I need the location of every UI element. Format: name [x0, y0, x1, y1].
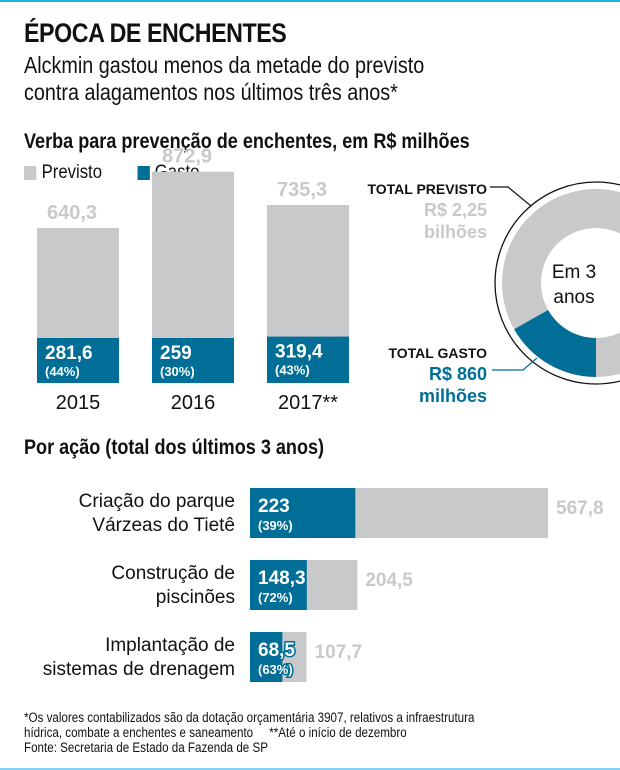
source: Fonte: Secretaria de Estado da Fazenda d… [24, 740, 268, 755]
hbar-gasto [250, 488, 356, 538]
hbar-gasto-pct: (39%) [258, 518, 293, 533]
label-previsto: 640,3 [47, 202, 97, 224]
footnote-line-2: hídrica, combate a enchentes e saneament… [24, 725, 407, 740]
footnote: *Os valores contabilizados são da dotaçã… [24, 710, 474, 755]
category-label: Construção de [111, 563, 235, 584]
donut-center-label: Em 3 [552, 262, 596, 283]
leader-line-gasto [492, 357, 538, 371]
category-label: sistemas de drenagem [43, 659, 235, 680]
donut-value-previsto-unit: bilhões [424, 222, 487, 242]
label-previsto: 735,3 [277, 179, 327, 201]
bar-gasto-2016 [152, 338, 234, 383]
legend-label-previsto: Previsto [41, 162, 103, 183]
hbar-previsto-label: 107,7 [315, 642, 363, 663]
label-previsto: 872,9 [162, 146, 212, 168]
hbar-gasto-label: 223 [258, 496, 290, 517]
donut-outline [494, 181, 620, 385]
label-gasto-pct: (44%) [45, 364, 80, 379]
bar-gasto-2017 [267, 336, 349, 383]
hbar-gasto [250, 560, 307, 610]
legend-swatch-previsto [24, 166, 37, 180]
label-gasto-pct: (43%) [275, 363, 310, 378]
x-tick-label: 2015 [56, 392, 101, 414]
donut-label-total-previsto: TOTAL PREVISTO [367, 181, 487, 197]
hbar-gasto-pct: (63%) [258, 662, 293, 677]
label-gasto: 281,6 [45, 343, 93, 364]
bar-gasto-2015 [37, 338, 119, 383]
yearly-chart-title: Verba para prevenção de enchentes, em R$… [24, 130, 470, 153]
leader-line-previsto [490, 186, 532, 207]
subtitle-line-1: Alckmin gastou menos da metade do previs… [24, 52, 425, 78]
donut-slice-gasto [514, 310, 596, 377]
subtitle: Alckmin gastou menos da metade do previs… [24, 52, 424, 106]
action-chart-title: Por ação (total dos últimos 3 anos) [24, 436, 325, 459]
footnote-line-1: *Os valores contabilizados são da dotaçã… [24, 710, 475, 725]
label-gasto: 319,4 [275, 342, 323, 363]
donut-center-label: anos [553, 287, 594, 308]
legend-swatch-gasto [137, 166, 150, 180]
donut-label-total-gasto: TOTAL GASTO [388, 345, 487, 361]
donut-value-previsto: R$ 2,25 [424, 200, 487, 220]
x-tick-label: 2016 [171, 392, 216, 414]
hbar-gasto-label: 148,3 [258, 568, 306, 589]
hbar-gasto [250, 632, 283, 682]
bottom-accent-line [0, 768, 620, 770]
category-label: Criação do parque [79, 491, 235, 512]
page-title: ÉPOCA DE ENCHENTES [24, 18, 287, 48]
donut-value-gasto-unit: milhões [419, 386, 487, 406]
label-gasto-pct: (30%) [160, 364, 195, 379]
subtitle-line-2: contra alagamentos nos últimos três anos… [24, 79, 398, 105]
x-tick-label: 2017** [278, 392, 338, 414]
top-accent-line [0, 0, 620, 2]
category-label: Várzeas do Tietê [92, 515, 235, 536]
hbar-gasto-pct: (72%) [258, 590, 293, 605]
hbar-previsto-label: 204,5 [365, 570, 413, 591]
category-label: piscinões [156, 587, 235, 608]
hbar-previsto-label: 567,8 [556, 498, 604, 519]
category-label: Implantação de [105, 635, 235, 656]
hbar-gasto-label: 68,5 [258, 640, 295, 661]
label-gasto: 259 [160, 343, 192, 364]
donut-value-gasto: R$ 860 [429, 364, 487, 384]
